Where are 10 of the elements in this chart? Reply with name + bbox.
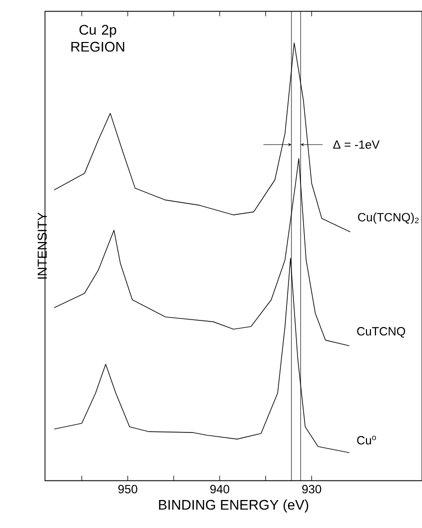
x-tick-label: 930 (302, 484, 322, 494)
y-axis-title: INTENSITY (38, 212, 47, 279)
annotation: Δ = -1eV (333, 140, 380, 149)
x-tick-label: 950 (118, 484, 138, 494)
x-tick-label: 940 (210, 484, 230, 494)
series-label: CuTCNQ (357, 327, 406, 338)
annotation: Cu 2p REGION (71, 24, 124, 52)
x-axis-title: BINDING ENERGY (eV) (159, 500, 308, 513)
series-label: Cu$^{o}$ (357, 436, 376, 444)
series-label: Cu(TCNQ)$_{2}$ (358, 212, 419, 224)
